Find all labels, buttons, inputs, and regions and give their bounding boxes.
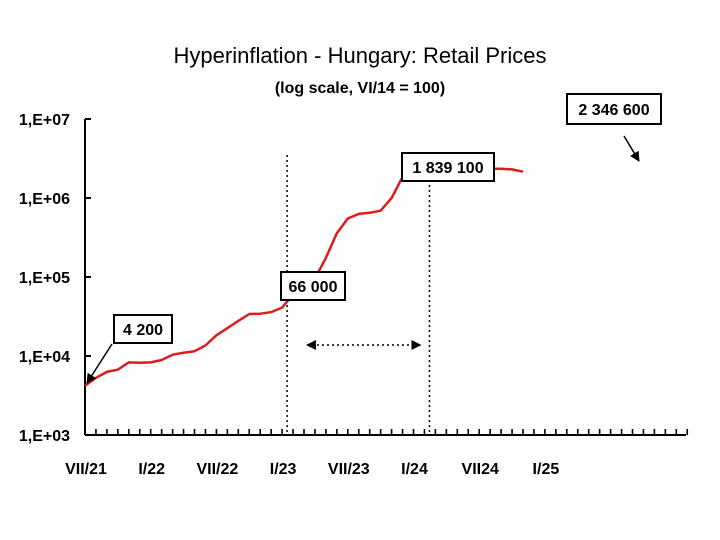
annotation-box: 2 346 600 — [566, 93, 662, 162]
annotation-box: 66 000 — [280, 271, 346, 301]
y-tick-label: 1,E+03 — [19, 428, 70, 445]
annotation-label: 4 200 — [123, 322, 163, 339]
annotations: 4 200 66 000 1 839 100 2 346 600 — [86, 93, 662, 384]
annotation-arrow — [623, 135, 640, 162]
annotation-label: 2 346 600 — [578, 102, 649, 119]
annotation-frame — [113, 314, 173, 344]
annotation-frame — [566, 93, 662, 125]
annotation-arrow — [86, 343, 113, 384]
axes: 1,E+03 1,E+04 1,E+05 1,E+06 1,E+07 VII/21 I/22… — [19, 112, 689, 478]
x-tick-label: VII24 — [462, 461, 499, 478]
annotation-label: 1 839 100 — [412, 160, 483, 177]
y-tick-label: 1,E+05 — [19, 270, 70, 287]
x-tick-label: VII/21 — [65, 461, 107, 478]
x-tick-label: I/24 — [401, 461, 428, 478]
annotation-frame — [401, 152, 495, 182]
annotation-box: 1 839 100 — [401, 152, 495, 182]
chart-subtitle: (log scale, VI/14 = 100) — [275, 80, 445, 97]
x-tick-label: VII/22 — [196, 461, 238, 478]
x-tick-label: I/22 — [138, 461, 165, 478]
x-tick-label: I/25 — [533, 461, 560, 478]
y-tick-label: 1,E+06 — [19, 191, 70, 208]
annotation-box: 4 200 — [86, 314, 173, 384]
annotation-frame — [280, 271, 346, 301]
x-tick-label: VII/23 — [328, 461, 370, 478]
chart-title: Hyperinflation - Hungary: Retail Prices — [174, 43, 547, 68]
x-tick-label: I/23 — [270, 461, 297, 478]
y-tick-label: 1,E+04 — [19, 349, 70, 366]
y-tick-label: 1,E+07 — [19, 112, 70, 129]
annotation-label: 66 000 — [289, 279, 338, 296]
